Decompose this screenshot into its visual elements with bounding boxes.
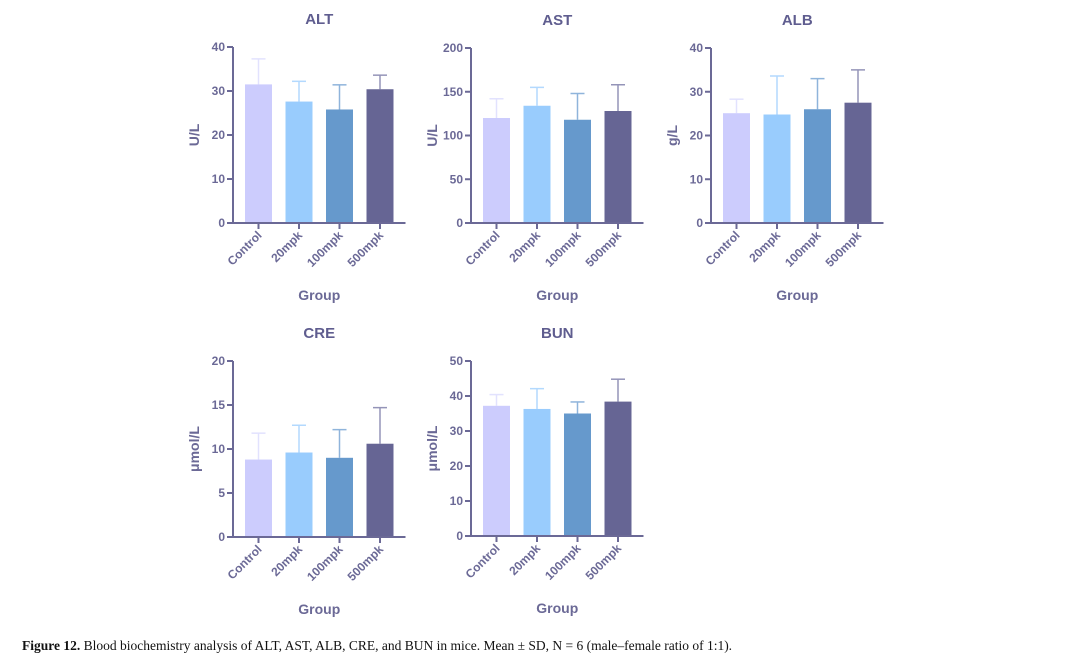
x-tick-label: 20mpk [268, 542, 305, 579]
x-tick-label: 100mpk [542, 228, 584, 270]
y-tick-label: 50 [450, 354, 464, 368]
x-tick-label: 500mpk [345, 228, 387, 270]
y-tick-label: 40 [450, 389, 464, 403]
bar-control [483, 118, 510, 223]
x-tick-label: 500mpk [583, 228, 625, 270]
x-axis-label: Group [536, 287, 578, 303]
y-tick-label: 20 [212, 128, 226, 142]
y-tick-label: 150 [443, 85, 463, 99]
bar-500mpk [366, 89, 394, 224]
x-tick-label: 100mpk [542, 541, 584, 583]
y-tick-label: 5 [218, 486, 225, 500]
x-tick-label: 500mpk [583, 541, 625, 583]
x-axis-label: Group [536, 600, 578, 616]
x-tick-label: 100mpk [782, 228, 824, 270]
chart-title: AST [542, 12, 572, 29]
y-tick-label: 0 [218, 530, 225, 544]
y-axis-label: U/L [186, 123, 202, 146]
x-tick-label: 100mpk [304, 228, 346, 270]
bar-500mpk [844, 102, 872, 223]
bar-20mpk [285, 101, 313, 223]
y-tick-label: 20 [450, 459, 464, 473]
y-tick-label: 200 [443, 41, 463, 55]
x-tick-label: Control [225, 542, 265, 582]
x-tick-label: 20mpk [506, 228, 543, 265]
bar-control [245, 84, 272, 224]
x-tick-label: Control [703, 228, 743, 268]
x-axis-label: Group [776, 287, 818, 303]
bar-control [483, 405, 510, 536]
y-tick-label: 20 [690, 129, 704, 143]
y-tick-label: 50 [450, 172, 464, 186]
bar-control [245, 459, 272, 537]
y-axis-label: μmol/L [424, 425, 440, 471]
y-tick-label: 20 [212, 354, 226, 368]
y-tick-label: 0 [456, 529, 463, 543]
bar-500mpk [366, 443, 394, 537]
bar-500mpk [604, 111, 632, 223]
y-axis-label: μmol/L [186, 426, 202, 472]
chart-title: ALT [305, 11, 333, 28]
caption-text: Blood biochemistry analysis of ALT, AST,… [83, 638, 733, 653]
x-tick-label: 500mpk [823, 228, 865, 270]
x-axis-label: Group [298, 601, 340, 617]
bar-100mpk [564, 413, 591, 536]
figure-caption: Figure 12. Blood biochemistry analysis o… [22, 638, 732, 654]
y-tick-label: 15 [212, 398, 226, 412]
chart-title: ALB [782, 12, 813, 29]
bar-20mpk [523, 408, 551, 536]
y-tick-label: 0 [218, 216, 225, 230]
bar-100mpk [564, 119, 591, 223]
y-axis-label: g/L [664, 125, 680, 146]
y-tick-label: 0 [696, 216, 703, 230]
chart-title: BUN [541, 325, 574, 342]
y-tick-label: 100 [443, 129, 463, 143]
x-tick-label: Control [463, 228, 503, 268]
bar-500mpk [604, 401, 632, 536]
y-tick-label: 40 [690, 41, 704, 55]
x-tick-label: Control [463, 541, 503, 581]
x-axis-label: Group [298, 287, 340, 303]
y-axis-label: U/L [424, 124, 440, 147]
y-tick-label: 30 [212, 84, 226, 98]
y-tick-label: 10 [212, 442, 226, 456]
x-tick-label: 20mpk [506, 541, 543, 578]
y-tick-label: 10 [212, 172, 226, 186]
bar-20mpk [523, 105, 551, 223]
bar-20mpk [763, 114, 791, 223]
y-tick-label: 10 [450, 494, 464, 508]
bar-100mpk [326, 109, 353, 223]
bar-100mpk [804, 109, 831, 223]
x-tick-label: 20mpk [268, 228, 305, 265]
y-tick-label: 0 [456, 216, 463, 230]
bar-20mpk [285, 452, 313, 537]
x-tick-label: 100mpk [304, 542, 346, 584]
bar-100mpk [326, 457, 353, 537]
caption-label: Figure 12. [22, 638, 81, 653]
y-tick-label: 10 [690, 172, 704, 186]
y-tick-label: 40 [212, 40, 226, 54]
x-tick-label: 20mpk [746, 228, 783, 265]
x-tick-label: Control [225, 228, 265, 268]
bar-control [723, 113, 750, 223]
y-tick-label: 30 [450, 424, 464, 438]
chart-title: CRE [303, 325, 335, 342]
x-tick-label: 500mpk [345, 542, 387, 584]
y-tick-label: 30 [690, 85, 704, 99]
